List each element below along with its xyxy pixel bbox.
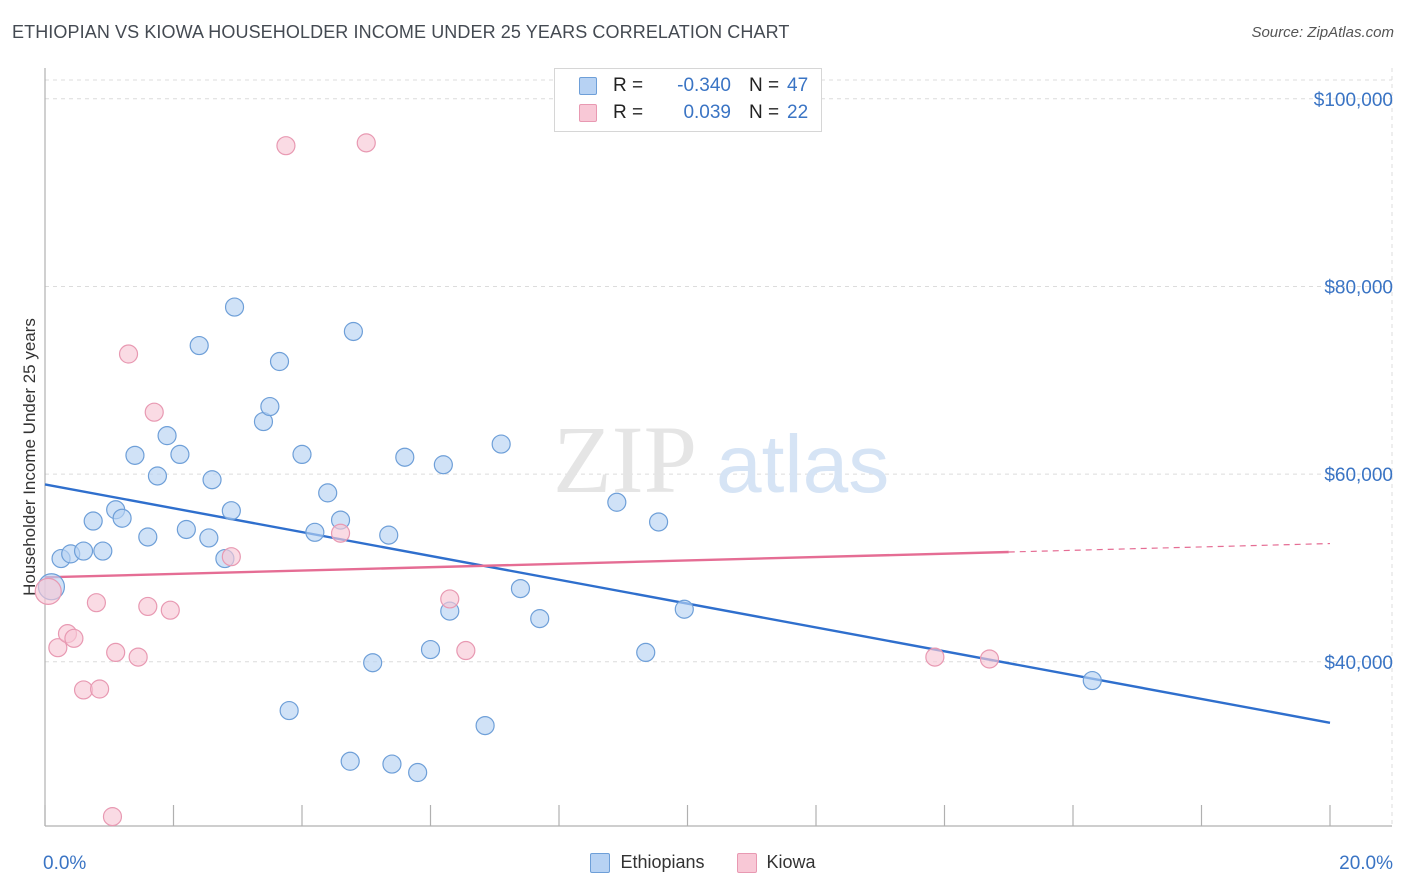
data-point-kiowa — [221, 547, 241, 567]
data-point-ethiopians — [83, 511, 103, 531]
stats-legend: R = -0.340 N = 47 R = 0.039 N = 22 — [554, 68, 822, 132]
data-point-ethiopians — [420, 639, 441, 660]
data-point-ethiopians — [170, 444, 190, 465]
legend-r-value: -0.340 — [677, 75, 731, 96]
data-point-ethiopians — [269, 351, 290, 372]
legend-swatch-kiowa — [579, 104, 597, 122]
data-point-ethiopians — [221, 501, 241, 521]
data-point-kiowa — [128, 647, 148, 667]
legend-row-ethiopians: R = -0.340 N = 47 — [579, 74, 808, 98]
tick-labels: $40,000 $60,000 $80,000 $100,000 0.0% 20.0% — [43, 90, 1393, 874]
data-point-ethiopians — [202, 470, 222, 490]
data-point-kiowa — [160, 600, 180, 620]
data-point-ethiopians — [433, 455, 453, 475]
data-point-ethiopians — [408, 762, 428, 783]
data-point-ethiopians — [636, 642, 656, 663]
legend-row-kiowa: R = 0.039 N = 22 — [579, 101, 808, 125]
data-point-ethiopians — [340, 751, 360, 771]
data-point-ethiopians — [199, 528, 219, 548]
legend-n-value: 22 — [787, 102, 809, 123]
data-point-ethiopians — [382, 754, 402, 774]
data-point-kiowa — [86, 593, 107, 613]
data-point-ethiopians — [530, 609, 550, 629]
data-point-ethiopians — [224, 297, 245, 317]
watermark-zip: ZIP — [553, 406, 697, 513]
legend-n-label: N = — [749, 102, 780, 123]
data-point-ethiopians — [343, 321, 363, 342]
data-point-ethiopians — [189, 335, 209, 356]
legend-r-label: R = — [613, 102, 644, 123]
data-point-ethiopians — [125, 445, 145, 465]
data-point-kiowa — [102, 807, 123, 827]
legend-swatch-ethiopians — [579, 77, 597, 95]
data-point-kiowa — [34, 577, 62, 606]
data-point-kiowa — [144, 402, 164, 422]
data-points — [34, 133, 1102, 827]
chart-title: ETHIOPIAN VS KIOWA HOUSEHOLDER INCOME UN… — [12, 22, 790, 42]
source-label: Source: ZipAtlas.com — [1251, 24, 1394, 41]
x-tick-label: 0.0% — [43, 853, 86, 874]
trend-line-kiowa — [44, 550, 1009, 579]
data-point-ethiopians — [395, 447, 415, 467]
data-point-ethiopians — [379, 525, 399, 545]
y-tick-label: $40,000 — [1324, 653, 1393, 674]
legend-item-kiowa[interactable]: Kiowa — [736, 852, 816, 873]
data-point-kiowa — [90, 679, 110, 699]
data-point-kiowa — [73, 680, 94, 700]
legend-item-ethiopians[interactable]: Ethiopians — [590, 852, 705, 873]
data-point-ethiopians — [292, 444, 312, 465]
data-point-kiowa — [330, 523, 351, 543]
data-point-ethiopians — [363, 653, 383, 673]
data-point-ethiopians — [93, 541, 113, 561]
y-tick-label: $100,000 — [1314, 90, 1393, 111]
data-point-kiowa — [276, 136, 296, 156]
data-point-kiowa — [106, 642, 126, 663]
grid-lines — [45, 68, 1393, 826]
legend-swatch-kiowa — [736, 852, 757, 873]
data-point-kiowa — [440, 589, 460, 609]
trend-line-extension-kiowa — [1008, 542, 1331, 553]
x-tick-label: 20.0% — [1339, 853, 1393, 874]
data-point-ethiopians — [176, 519, 196, 540]
legend-label-ethiopians: Ethiopians — [620, 852, 705, 872]
data-point-kiowa — [356, 133, 376, 153]
data-point-ethiopians — [73, 541, 94, 561]
data-point-ethiopians — [674, 599, 694, 619]
data-point-ethiopians — [510, 578, 531, 599]
data-point-ethiopians — [318, 483, 338, 503]
data-point-ethiopians — [648, 512, 669, 532]
data-point-kiowa — [925, 647, 945, 667]
data-point-kiowa — [979, 649, 1000, 669]
legend-n-label: N = — [749, 75, 780, 96]
legend-r-value: 0.039 — [683, 102, 731, 123]
data-point-ethiopians — [157, 426, 177, 446]
data-point-ethiopians — [491, 434, 511, 454]
series-legend: Ethiopians Kiowa — [0, 852, 1406, 873]
data-point-ethiopians — [607, 492, 627, 512]
data-point-ethiopians — [305, 522, 325, 542]
data-point-kiowa — [64, 628, 84, 648]
legend-swatch-ethiopians — [590, 852, 611, 873]
data-point-kiowa — [138, 596, 158, 617]
watermark: ZIP atlas — [553, 406, 889, 513]
y-tick-label: $80,000 — [1324, 277, 1393, 298]
data-point-ethiopians — [138, 527, 158, 547]
watermark-atlas: atlas — [716, 419, 889, 510]
data-point-ethiopians — [279, 700, 299, 721]
y-tick-label: $60,000 — [1324, 465, 1393, 486]
data-point-ethiopians — [112, 508, 132, 528]
data-point-ethiopians — [147, 466, 168, 486]
data-point-kiowa — [456, 640, 476, 661]
data-point-ethiopians — [1082, 670, 1102, 691]
axes — [44, 68, 1392, 827]
data-point-kiowa — [48, 638, 68, 658]
data-point-kiowa — [118, 344, 139, 364]
legend-r-label: R = — [613, 75, 644, 96]
legend-label-kiowa: Kiowa — [766, 852, 816, 872]
legend-n-value: 47 — [787, 75, 809, 96]
data-point-ethiopians — [475, 715, 495, 736]
data-point-ethiopians — [260, 396, 280, 417]
